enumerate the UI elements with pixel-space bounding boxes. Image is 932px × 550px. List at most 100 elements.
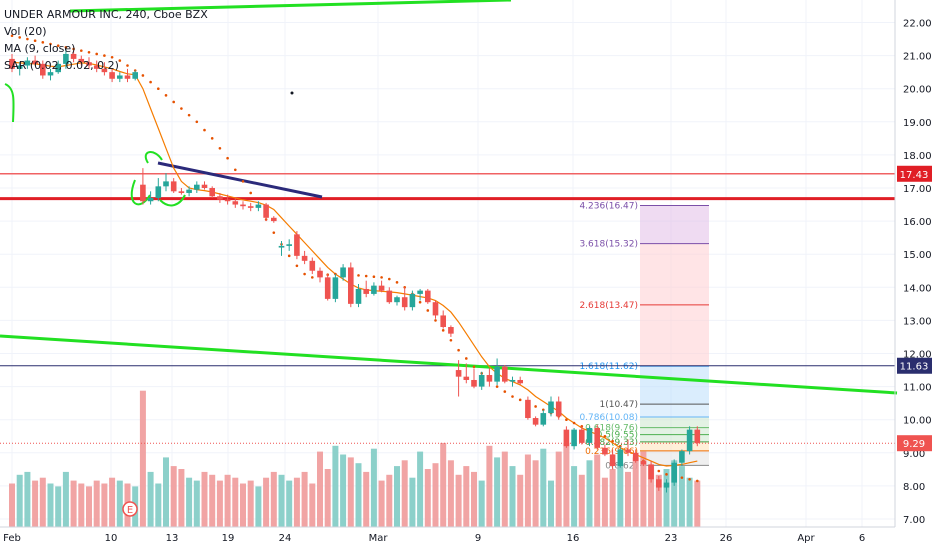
candle-body <box>124 75 131 79</box>
volume-bar <box>340 454 347 527</box>
volume-bar <box>16 474 23 527</box>
volume-bar <box>548 480 554 527</box>
candle-body <box>209 188 215 197</box>
price-badge-label: 17.43 <box>900 170 929 181</box>
sar-dot <box>56 44 60 47</box>
x-tick-label: Mar <box>369 533 389 544</box>
candle-body <box>355 288 362 304</box>
fib-band <box>640 205 709 244</box>
price-badge <box>897 357 932 374</box>
volume-bar <box>578 474 585 527</box>
candle-body <box>448 327 454 334</box>
sar-dot <box>149 80 152 84</box>
fib-level-label: 1.618(11.62) <box>579 362 638 372</box>
candle-body <box>40 63 46 76</box>
volume-bar <box>678 466 685 527</box>
candle-body <box>140 184 146 202</box>
volume-bar <box>209 474 216 527</box>
volume-bar <box>409 477 416 527</box>
sar-dot <box>195 120 199 124</box>
green-brush-left <box>4 83 15 123</box>
indicator-ma[interactable]: MA (9, close) <box>4 42 76 55</box>
volume-bar <box>78 483 85 527</box>
sar-dot <box>472 365 476 369</box>
candle-body <box>378 285 385 291</box>
y-tick-label: 15.00 <box>903 250 932 261</box>
symbol-title[interactable]: UNDER ARMOUR INC, 240, Cboe BZX <box>4 8 208 21</box>
x-tick-label: 6 <box>859 533 865 544</box>
x-tick-label: 16 <box>567 533 580 544</box>
candle-body <box>147 197 154 202</box>
sar-dot <box>118 59 122 62</box>
fib-band <box>640 404 709 418</box>
y-tick-label: 22.00 <box>903 19 932 30</box>
x-tick-label: 9 <box>475 533 481 544</box>
volume-bar <box>563 442 570 527</box>
candle-body <box>78 58 85 63</box>
candle-body <box>194 184 200 190</box>
volume-bar <box>9 483 15 527</box>
volume-bar <box>193 480 200 527</box>
candle-body <box>432 302 439 316</box>
candle-body <box>640 461 647 465</box>
volume-bar <box>640 451 647 527</box>
candle-body <box>694 429 701 444</box>
fib-band <box>640 434 709 442</box>
candle-body <box>47 72 54 76</box>
volume-bar <box>555 451 562 527</box>
candle-body <box>324 277 331 299</box>
volume-bar <box>147 471 154 527</box>
sar-dot <box>10 34 14 38</box>
volume-bar <box>232 477 239 527</box>
indicator-volume[interactable]: Vol (20) <box>4 25 47 38</box>
sar-dot <box>172 100 175 104</box>
sar-dot <box>395 281 399 284</box>
candle-body <box>609 454 616 467</box>
volume-bar <box>39 477 46 527</box>
trend-line-drawings[interactable] <box>0 0 898 395</box>
sar-dot <box>572 421 576 425</box>
sar-dot <box>26 37 29 41</box>
sar-dot <box>388 277 391 281</box>
volume-bar <box>394 466 400 527</box>
fib-level-label: 0.5(9.55) <box>597 431 638 441</box>
volume-bar <box>540 448 547 527</box>
candle-body <box>363 288 369 294</box>
sar-dot <box>226 156 229 160</box>
volume-bar <box>247 480 254 527</box>
sar-dot <box>511 395 514 398</box>
sar-dot <box>426 309 430 312</box>
candle-body <box>517 379 523 384</box>
candle-body <box>525 399 531 419</box>
volume-bars <box>9 390 701 527</box>
candle-body <box>571 429 577 447</box>
candle-body <box>486 375 493 382</box>
indicator-sar[interactable]: SAR (0.02, 0.02, 0.2) <box>4 59 119 72</box>
volume-bar <box>24 471 31 527</box>
volume-bar <box>571 466 578 527</box>
sar-dot <box>18 36 22 39</box>
sar-dot <box>688 477 691 481</box>
candle-body <box>217 196 223 200</box>
sar-dot <box>603 434 607 438</box>
volume-bar <box>671 460 678 527</box>
sar-dot <box>203 128 206 132</box>
candle-body <box>540 413 547 425</box>
sar-dot <box>565 418 568 422</box>
y-tick-label: 18.00 <box>903 151 932 162</box>
y-tick-label: 17.00 <box>903 184 932 195</box>
volume-bar <box>424 469 431 527</box>
sar-dot <box>295 264 299 268</box>
sar-dot <box>141 74 145 77</box>
sar-dot <box>187 113 191 117</box>
volume-bar <box>224 474 231 527</box>
candle-body <box>348 267 354 304</box>
candle-body <box>32 60 38 64</box>
volume-bar <box>401 460 408 527</box>
volume-bar <box>501 451 508 527</box>
y-tick-label: 9.00 <box>903 449 925 460</box>
candle-body <box>93 65 100 69</box>
candle-body <box>532 418 539 425</box>
sar-dot <box>311 276 314 279</box>
